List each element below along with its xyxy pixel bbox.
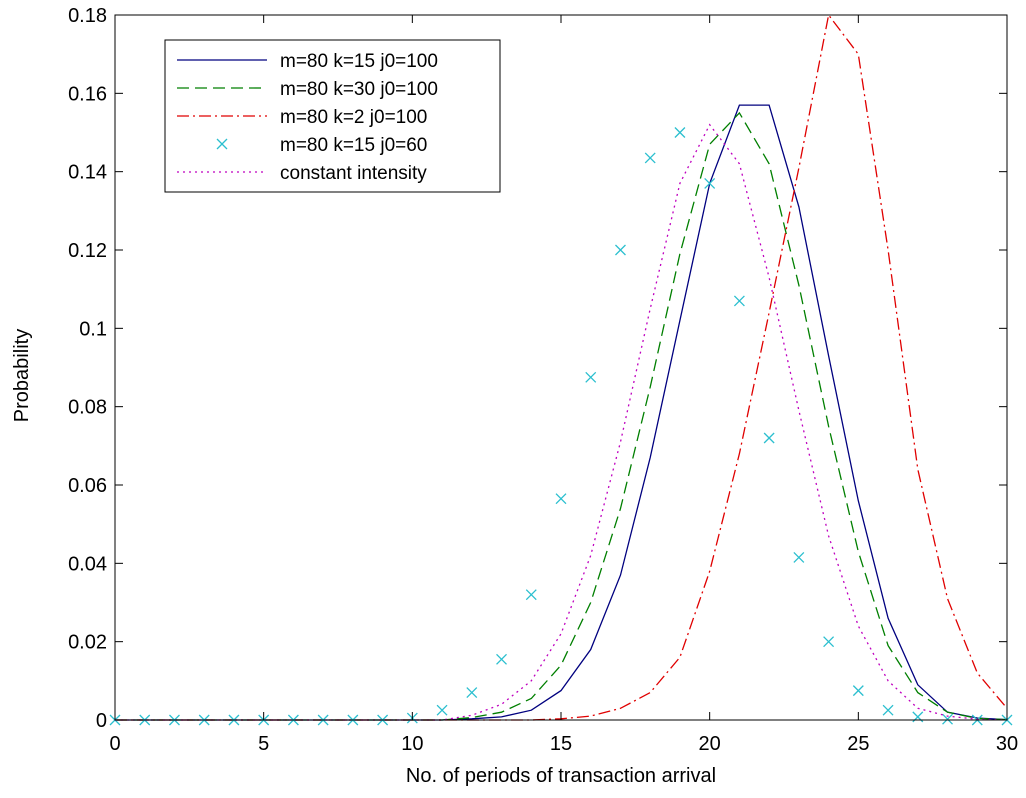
x-tick-label: 0 (109, 733, 120, 755)
legend-label: m=80 k=2 j0=100 (280, 107, 427, 128)
data-point-marker (704, 177, 716, 189)
data-point-marker (793, 551, 805, 563)
legend-swatch (216, 138, 228, 150)
y-tick-label: 0.16 (68, 83, 107, 105)
y-tick-label: 0.02 (68, 632, 107, 654)
axis-ticks: 0 5 10 15 20 25 30 0 0.02 0.04 0.06 0.08 0.1 0.12 0.14… (68, 5, 1018, 755)
legend-label: m=80 k=15 j0=100 (280, 51, 438, 72)
x-tick-label: 20 (699, 733, 721, 755)
data-point-marker (496, 653, 507, 665)
data-point-marker (555, 493, 567, 505)
y-axis-title: Probability (11, 329, 33, 422)
data-point-marker (585, 371, 597, 383)
data-point-marker (942, 713, 953, 725)
y-tick-label: 0.12 (68, 240, 107, 262)
legend: m=80 k=15 j0=100 m=80 k=30 j0=100 m=80 k=2… (164, 39, 501, 193)
y-tick-label: 0.06 (68, 475, 107, 497)
data-point-marker (674, 127, 686, 138)
data-point-marker (882, 704, 894, 716)
data-point-marker (644, 152, 656, 164)
data-point-marker (763, 432, 775, 444)
x-tick-label: 10 (401, 733, 423, 755)
y-tick-label: 0.14 (68, 162, 107, 184)
y-tick-label: 0.04 (68, 553, 107, 575)
legend-label: constant intensity (280, 163, 427, 184)
x-tick-label: 15 (550, 733, 572, 755)
legend-label: m=80 k=30 j0=100 (280, 79, 438, 100)
data-point-marker (615, 244, 626, 256)
x-axis-title: No. of periods of transaction arrival (406, 765, 716, 787)
x-tick-label: 5 (258, 733, 269, 755)
x-tick-label: 30 (996, 733, 1018, 755)
y-tick-label: 0.1 (79, 318, 107, 340)
data-point-marker (525, 589, 537, 601)
data-point-marker (436, 704, 448, 716)
legend-box (164, 39, 501, 193)
y-tick-label: 0 (96, 710, 107, 732)
data-point-marker (823, 636, 835, 648)
data-point-marker (466, 687, 478, 699)
legend-label: m=80 k=15 j0=60 (280, 135, 427, 156)
data-point-marker (852, 685, 864, 697)
y-tick-label: 0.08 (68, 397, 107, 419)
y-tick-label: 0.18 (68, 5, 107, 27)
data-point-marker (733, 295, 745, 307)
x-tick-label: 25 (847, 733, 869, 755)
